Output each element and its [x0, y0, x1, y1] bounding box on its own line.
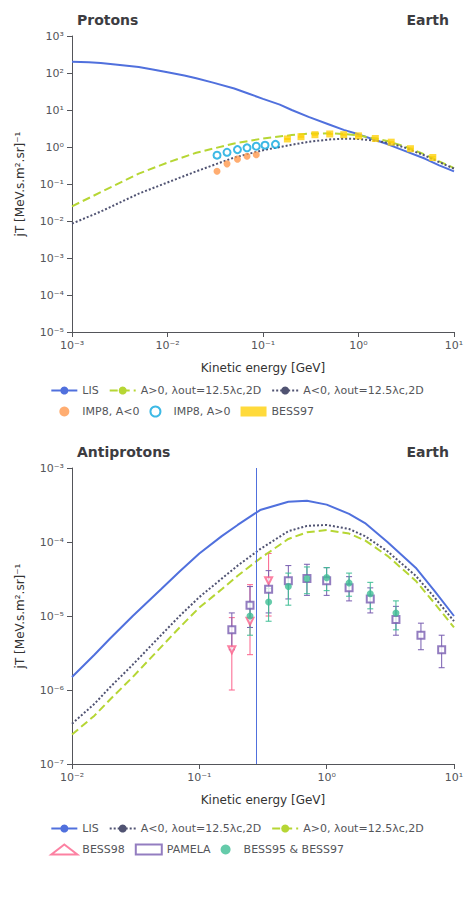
svg-text:10¹: 10¹: [46, 104, 64, 117]
svg-text:BESS97: BESS97: [272, 405, 314, 418]
svg-text:10¹: 10¹: [445, 771, 463, 784]
svg-text:jT [MeV.s.m².sr]⁻¹: jT [MeV.s.m².sr]⁻¹: [13, 131, 27, 237]
svg-text:LIS: LIS: [82, 822, 98, 835]
svg-text:PAMELA: PAMELA: [167, 843, 211, 856]
svg-text:10⁻³: 10⁻³: [60, 339, 84, 352]
svg-text:10⁻²: 10⁻²: [155, 339, 179, 352]
svg-text:10⁻⁴: 10⁻⁴: [40, 289, 65, 302]
svg-text:10⁻²: 10⁻²: [40, 215, 64, 228]
svg-text:jT [MeV.s.m².sr]⁻¹: jT [MeV.s.m².sr]⁻¹: [13, 563, 27, 669]
svg-text:10⁰: 10⁰: [317, 771, 336, 784]
svg-text:10⁻⁷: 10⁻⁷: [40, 758, 64, 771]
svg-text:IMP8, A>0: IMP8, A>0: [173, 405, 230, 418]
svg-text:10⁻⁵: 10⁻⁵: [40, 610, 64, 623]
svg-text:Protons: Protons: [77, 12, 138, 28]
svg-text:10⁻³: 10⁻³: [40, 252, 64, 265]
svg-text:10⁻¹: 10⁻¹: [251, 339, 275, 352]
svg-text:10¹: 10¹: [445, 339, 463, 352]
svg-text:10⁰: 10⁰: [349, 339, 368, 352]
svg-text:10³: 10³: [46, 30, 64, 43]
svg-text:Earth: Earth: [406, 12, 449, 28]
svg-text:A<0, λout=12.5λc,2D: A<0, λout=12.5λc,2D: [303, 384, 424, 397]
svg-text:IMP8, A<0: IMP8, A<0: [82, 405, 139, 418]
svg-text:10⁻⁴: 10⁻⁴: [40, 536, 65, 549]
svg-text:10⁻²: 10⁻²: [60, 771, 84, 784]
svg-text:10⁻³: 10⁻³: [40, 462, 64, 475]
svg-text:A>0, λout=12.5λc,2D: A>0, λout=12.5λc,2D: [141, 384, 261, 397]
svg-text:Antiprotons: Antiprotons: [77, 444, 170, 460]
svg-text:LIS: LIS: [82, 384, 98, 397]
svg-text:10⁻¹: 10⁻¹: [187, 771, 211, 784]
svg-text:Earth: Earth: [406, 444, 449, 460]
svg-text:Kinetic energy [GeV]: Kinetic energy [GeV]: [201, 793, 326, 807]
svg-text:10⁰: 10⁰: [46, 141, 65, 154]
svg-text:10⁻¹: 10⁻¹: [40, 178, 64, 191]
svg-text:BESS98: BESS98: [82, 843, 124, 856]
svg-text:10⁻⁵: 10⁻⁵: [40, 326, 64, 339]
svg-text:10⁻⁶: 10⁻⁶: [40, 684, 65, 697]
svg-text:10²: 10²: [46, 67, 64, 80]
svg-text:A>0, λout=12.5λc,2D: A>0, λout=12.5λc,2D: [303, 822, 424, 835]
svg-text:A<0, λout=12.5λc,2D: A<0, λout=12.5λc,2D: [141, 822, 261, 835]
svg-text:Kinetic energy [GeV]: Kinetic energy [GeV]: [201, 361, 326, 375]
svg-text:BESS95 & BESS97: BESS95 & BESS97: [244, 843, 345, 856]
